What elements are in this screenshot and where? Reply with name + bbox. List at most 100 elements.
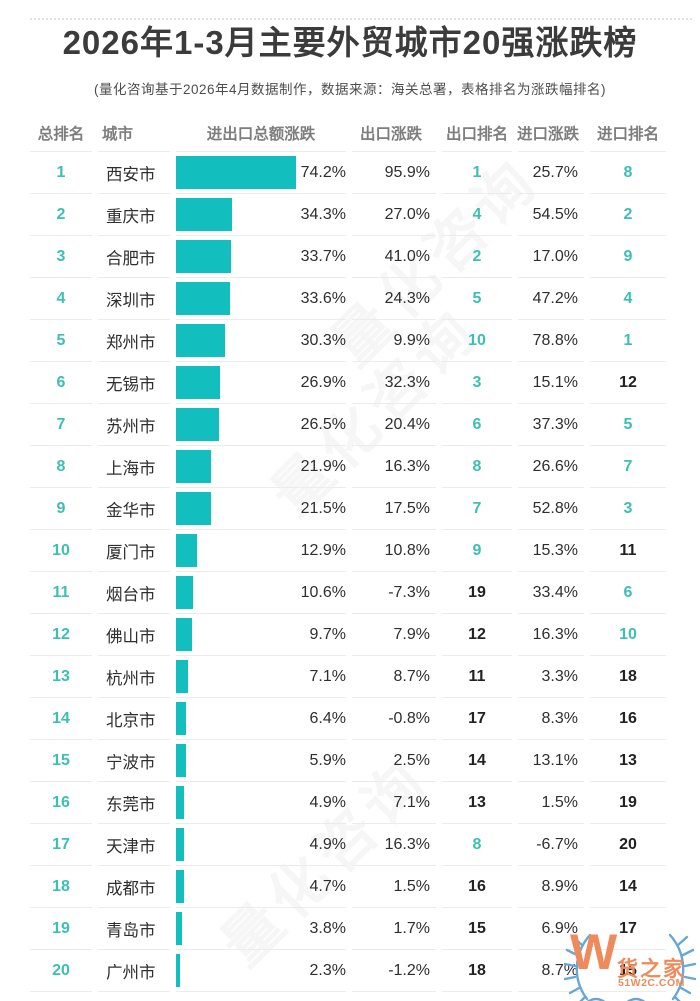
- export-rank-cell: 13: [442, 782, 512, 824]
- import-rank: 12: [619, 373, 637, 391]
- total-change-bar: [176, 156, 296, 189]
- city-name: 烟台市: [106, 585, 156, 604]
- city-cell: 北京市: [98, 698, 170, 740]
- city-cell: 无锡市: [98, 362, 170, 404]
- export-rank: 17: [468, 709, 486, 727]
- import-rank: 15: [619, 961, 637, 979]
- import-rank-cell: 6: [590, 572, 666, 614]
- import-rank: 13: [619, 751, 637, 769]
- total-change-bar: [176, 240, 231, 273]
- import-rank: 2: [623, 205, 633, 223]
- export-change-cell: -0.8%: [352, 698, 436, 740]
- export-rank-cell: 14: [442, 740, 512, 782]
- total-change-value: 7.1%: [309, 667, 346, 685]
- city-cell: 深圳市: [98, 278, 170, 320]
- total-change-value: 33.7%: [300, 247, 346, 265]
- import-rank: 10: [619, 625, 637, 643]
- overall-rank-cell: 9: [30, 488, 92, 530]
- table-row: 13 杭州市 7.1% 8.7% 11 3.3% 18: [0, 656, 700, 698]
- total-change-cell: 3.8%: [176, 908, 346, 950]
- export-rank: 2: [472, 247, 482, 265]
- overall-rank-cell: 12: [30, 614, 92, 656]
- export-change-value: 16.3%: [384, 835, 430, 853]
- city-name: 佛山市: [106, 627, 156, 646]
- export-rank: 4: [472, 205, 482, 223]
- export-change-cell: 16.3%: [352, 446, 436, 488]
- import-change-value: 37.3%: [532, 415, 578, 433]
- export-change-value: 7.9%: [393, 625, 430, 643]
- overall-rank: 18: [52, 877, 70, 895]
- export-change-cell: 32.3%: [352, 362, 436, 404]
- total-change-value: 9.7%: [309, 625, 346, 643]
- import-rank-cell: 10: [590, 614, 666, 656]
- export-rank-cell: 3: [442, 362, 512, 404]
- total-change-cell: 4.7%: [176, 866, 346, 908]
- city-cell: 天津市: [98, 824, 170, 866]
- import-rank-cell: 13: [590, 740, 666, 782]
- import-rank: 19: [619, 793, 637, 811]
- overall-rank-cell: 4: [30, 278, 92, 320]
- city-cell: 宁波市: [98, 740, 170, 782]
- import-change-value: 47.2%: [532, 289, 578, 307]
- export-rank: 13: [468, 793, 486, 811]
- import-rank-cell: 19: [590, 782, 666, 824]
- export-change-value: 2.5%: [393, 751, 430, 769]
- import-rank: 20: [619, 835, 637, 853]
- import-rank: 9: [623, 247, 633, 265]
- total-change-value: 10.6%: [300, 583, 346, 601]
- total-change-value: 12.9%: [300, 541, 346, 559]
- overall-rank: 11: [52, 583, 70, 601]
- total-change-value: 3.8%: [309, 919, 346, 937]
- overall-rank: 15: [52, 751, 70, 769]
- overall-rank: 14: [52, 709, 70, 727]
- export-rank-cell: 9: [442, 530, 512, 572]
- total-change-value: 6.4%: [309, 709, 346, 727]
- header-import-rank: 进口排名: [590, 122, 666, 152]
- import-rank-cell: 14: [590, 866, 666, 908]
- city-cell: 杭州市: [98, 656, 170, 698]
- overall-rank-cell: 17: [30, 824, 92, 866]
- import-rank-cell: 18: [590, 656, 666, 698]
- city-cell: 上海市: [98, 446, 170, 488]
- logo-site-url: 51W2C.COM: [618, 977, 685, 989]
- header-total-change: 进出口总额涨跌: [176, 122, 346, 152]
- total-change-value: 4.9%: [309, 793, 346, 811]
- overall-rank-cell: 13: [30, 656, 92, 698]
- city-name: 深圳市: [106, 291, 156, 310]
- import-change-value: 25.7%: [532, 163, 578, 181]
- export-change-value: 20.4%: [384, 415, 430, 433]
- export-rank: 19: [468, 583, 486, 601]
- total-change-cell: 2.3%: [176, 950, 346, 992]
- import-change-value: 16.3%: [532, 625, 578, 643]
- export-rank-cell: 12: [442, 614, 512, 656]
- logo-name: 货之家: [617, 958, 686, 981]
- table-row: 4 深圳市 33.6% 24.3% 5 47.2% 4: [0, 278, 700, 320]
- export-rank: 10: [468, 331, 486, 349]
- overall-rank-cell: 6: [30, 362, 92, 404]
- table-row: 1 西安市 74.2% 95.9% 1 25.7% 8: [0, 152, 700, 194]
- total-change-value: 74.2%: [300, 163, 346, 181]
- total-change-bar: [176, 870, 184, 903]
- overall-rank-cell: 1: [30, 152, 92, 194]
- city-name: 上海市: [106, 459, 156, 478]
- export-rank-cell: 2: [442, 236, 512, 278]
- city-cell: 广州市: [98, 950, 170, 992]
- header-import-change: 进口涨跌: [517, 122, 584, 152]
- import-rank-cell: 8: [590, 152, 666, 194]
- export-change-cell: 20.4%: [352, 404, 436, 446]
- export-change-value: 1.5%: [393, 877, 430, 895]
- overall-rank: 3: [56, 247, 66, 265]
- export-rank-cell: 18: [442, 950, 512, 992]
- import-change-value: 15.1%: [532, 373, 578, 391]
- export-rank-cell: 1: [442, 152, 512, 194]
- city-cell: 金华市: [98, 488, 170, 530]
- total-change-cell: 26.5%: [176, 404, 346, 446]
- table-row: 2 重庆市 34.3% 27.0% 4 54.5% 2: [0, 194, 700, 236]
- city-name: 厦门市: [106, 543, 156, 562]
- export-rank: 12: [468, 625, 486, 643]
- total-change-cell: 10.6%: [176, 572, 346, 614]
- city-name: 郑州市: [106, 333, 156, 352]
- import-change-cell: 3.3%: [518, 656, 584, 698]
- import-rank: 14: [619, 877, 637, 895]
- total-change-bar: [176, 408, 219, 441]
